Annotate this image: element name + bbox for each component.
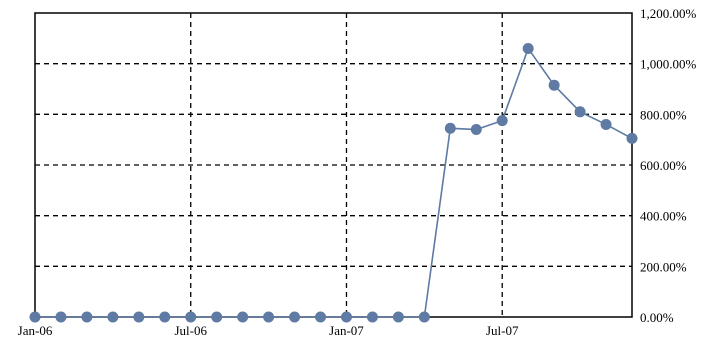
data-point-2006-12 <box>315 311 327 323</box>
data-point-2006-05 <box>133 311 145 323</box>
y-tick-label: 1,000.00% <box>640 57 697 72</box>
data-point-2007-12 <box>626 132 638 144</box>
data-point-2007-06 <box>470 124 482 136</box>
x-tick-label: Jan-06 <box>18 323 53 338</box>
x-tick-label: Jan-07 <box>329 323 364 338</box>
data-point-2006-02 <box>55 311 67 323</box>
grid-lines <box>35 13 632 317</box>
data-point-2006-09 <box>237 311 249 323</box>
y-tick-label: 200.00% <box>640 259 687 274</box>
y-tick-label: 800.00% <box>640 107 687 122</box>
x-axis-ticks: Jan-06 Jul-06 Jan-07 Jul-07 <box>18 323 519 338</box>
data-point-2006-06 <box>159 311 171 323</box>
data-point-2006-04 <box>107 311 119 323</box>
data-point-2006-11 <box>289 311 301 323</box>
y-tick-label: 1,200.00% <box>640 6 697 21</box>
data-point-2007-11 <box>600 118 612 130</box>
y-tick-label: 600.00% <box>640 158 687 173</box>
data-point-2007-01 <box>340 311 352 323</box>
y-tick-label: 400.00% <box>640 209 687 224</box>
y-tick-label: 0.00% <box>640 310 674 325</box>
data-point-2007-03 <box>392 311 404 323</box>
data-point-2006-01 <box>29 311 41 323</box>
data-point-2007-07 <box>496 115 508 127</box>
data-point-2006-10 <box>263 311 275 323</box>
x-tick-label: Jul-07 <box>486 323 519 338</box>
data-point-2007-08 <box>522 42 534 54</box>
y-axis-ticks: 0.00% 200.00% 400.00% 600.00% 800.00% 1,000.0… <box>640 6 697 325</box>
x-tick-label: Jul-06 <box>174 323 207 338</box>
data-point-2007-04 <box>418 311 430 323</box>
data-point-2007-05 <box>444 122 456 134</box>
data-point-2007-02 <box>366 311 378 323</box>
series-layer <box>29 42 638 323</box>
data-point-2006-07 <box>185 311 197 323</box>
data-point-2007-10 <box>574 106 586 118</box>
data-point-2006-03 <box>81 311 93 323</box>
data-point-2006-08 <box>211 311 223 323</box>
data-point-2007-09 <box>548 79 560 91</box>
series-line-0 <box>35 46 633 318</box>
